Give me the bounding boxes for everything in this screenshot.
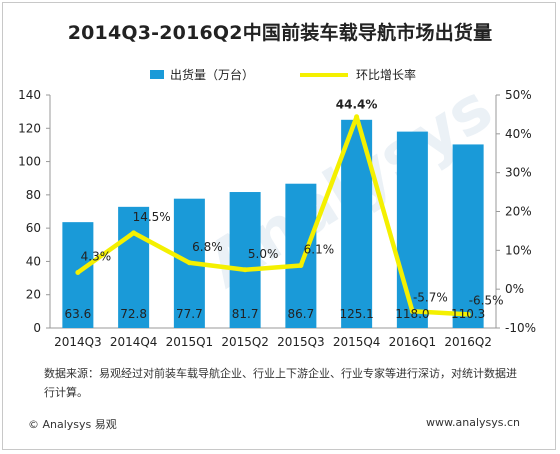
data-source-note: 数据来源：易观经过对前装车载导航企业、行业上下游企业、行业专家等进行深访，对统计… [44, 367, 517, 399]
bar [285, 183, 317, 328]
growth-rate-point [465, 311, 471, 317]
bar [396, 131, 428, 328]
right-axis-tick-label: 50% [505, 88, 532, 102]
bar-value-label: 118.0 [395, 307, 429, 321]
bar-value-label: 77.7 [176, 307, 203, 321]
growth-rate-point [298, 262, 304, 268]
bar-value-label: 125.1 [339, 307, 373, 321]
legend-item-growth: 环比增长率 [300, 66, 416, 83]
x-axis-tick-label: 2016Q1 [389, 335, 437, 349]
growth-rate-label: 6.1% [304, 242, 335, 256]
left-axis-tick-label: 120 [18, 121, 41, 135]
legend-line-label: 环比增长率 [356, 68, 417, 82]
left-axis-tick-label: 20 [26, 288, 41, 302]
right-axis-tick-label: 40% [505, 127, 532, 141]
bar [118, 206, 150, 328]
chart-frame [2, 2, 556, 450]
x-axis-tick-label: 2014Q3 [54, 335, 102, 349]
left-axis-tick-label: 60 [26, 221, 41, 235]
legend-item-shipments: 出货量（万台） [150, 66, 254, 83]
growth-rate-point [354, 114, 360, 120]
growth-rate-point [242, 267, 248, 273]
right-axis-tick-label: 0% [505, 282, 524, 296]
bar [229, 192, 261, 328]
bar-value-label: 110.3 [451, 307, 485, 321]
growth-rate-line [75, 114, 471, 317]
growth-rate-label: 44.4% [336, 98, 378, 112]
x-axis-tick-label: 2015Q3 [277, 335, 325, 349]
growth-rate-label: -6.5% [469, 293, 504, 307]
right-axis-tick-label: -10% [505, 321, 536, 335]
legend-bar-swatch [150, 70, 164, 79]
right-axis-tick-label: 10% [505, 243, 532, 257]
left-axis-tick-label: 80 [26, 188, 41, 202]
bar [452, 144, 484, 328]
growth-rate-label: -5.7% [413, 290, 448, 304]
growth-rate-point [131, 230, 137, 236]
growth-rate-label: 6.8% [192, 240, 223, 254]
legend-line-swatch [300, 72, 348, 77]
x-axis-tick-label: 2015Q1 [166, 335, 214, 349]
left-axis-tick-label: 100 [18, 155, 41, 169]
growth-rate-label: 4.3% [81, 249, 112, 263]
footer-copyright: © Analysys 易观 [28, 418, 117, 431]
chart-title: 2014Q3-2016Q2中国前装车载导航市场出货量 [67, 22, 493, 44]
growth-rate-point [186, 260, 192, 266]
bar-value-label: 63.6 [65, 307, 92, 321]
left-axis-tick-label: 0 [33, 321, 41, 335]
bar-value-label: 81.7 [232, 307, 259, 321]
growth-rate-label: 14.5% [133, 210, 171, 224]
growth-rate-label: 5.0% [248, 247, 279, 261]
legend: 出货量（万台） 环比增长率 [0, 66, 560, 86]
x-axis-tick-label: 2014Q4 [110, 335, 158, 349]
x-axis-tick-label: 2016Q2 [444, 335, 492, 349]
bar-value-label: 86.7 [288, 307, 315, 321]
x-axis-tick-label: 2015Q2 [221, 335, 269, 349]
bar-value-label: 72.8 [120, 307, 147, 321]
right-axis-tick-label: 20% [505, 205, 532, 219]
growth-rate-point [75, 269, 81, 275]
footer-url[interactable]: www.analysys.cn [426, 416, 520, 429]
left-axis-tick-label: 40 [26, 254, 41, 268]
growth-rate-point [409, 308, 415, 314]
legend-bar-label: 出货量（万台） [170, 68, 255, 82]
left-axis-tick-label: 140 [18, 88, 41, 102]
right-axis-tick-label: 30% [505, 166, 532, 180]
x-axis-tick-label: 2015Q4 [333, 335, 381, 349]
bar [62, 222, 94, 328]
